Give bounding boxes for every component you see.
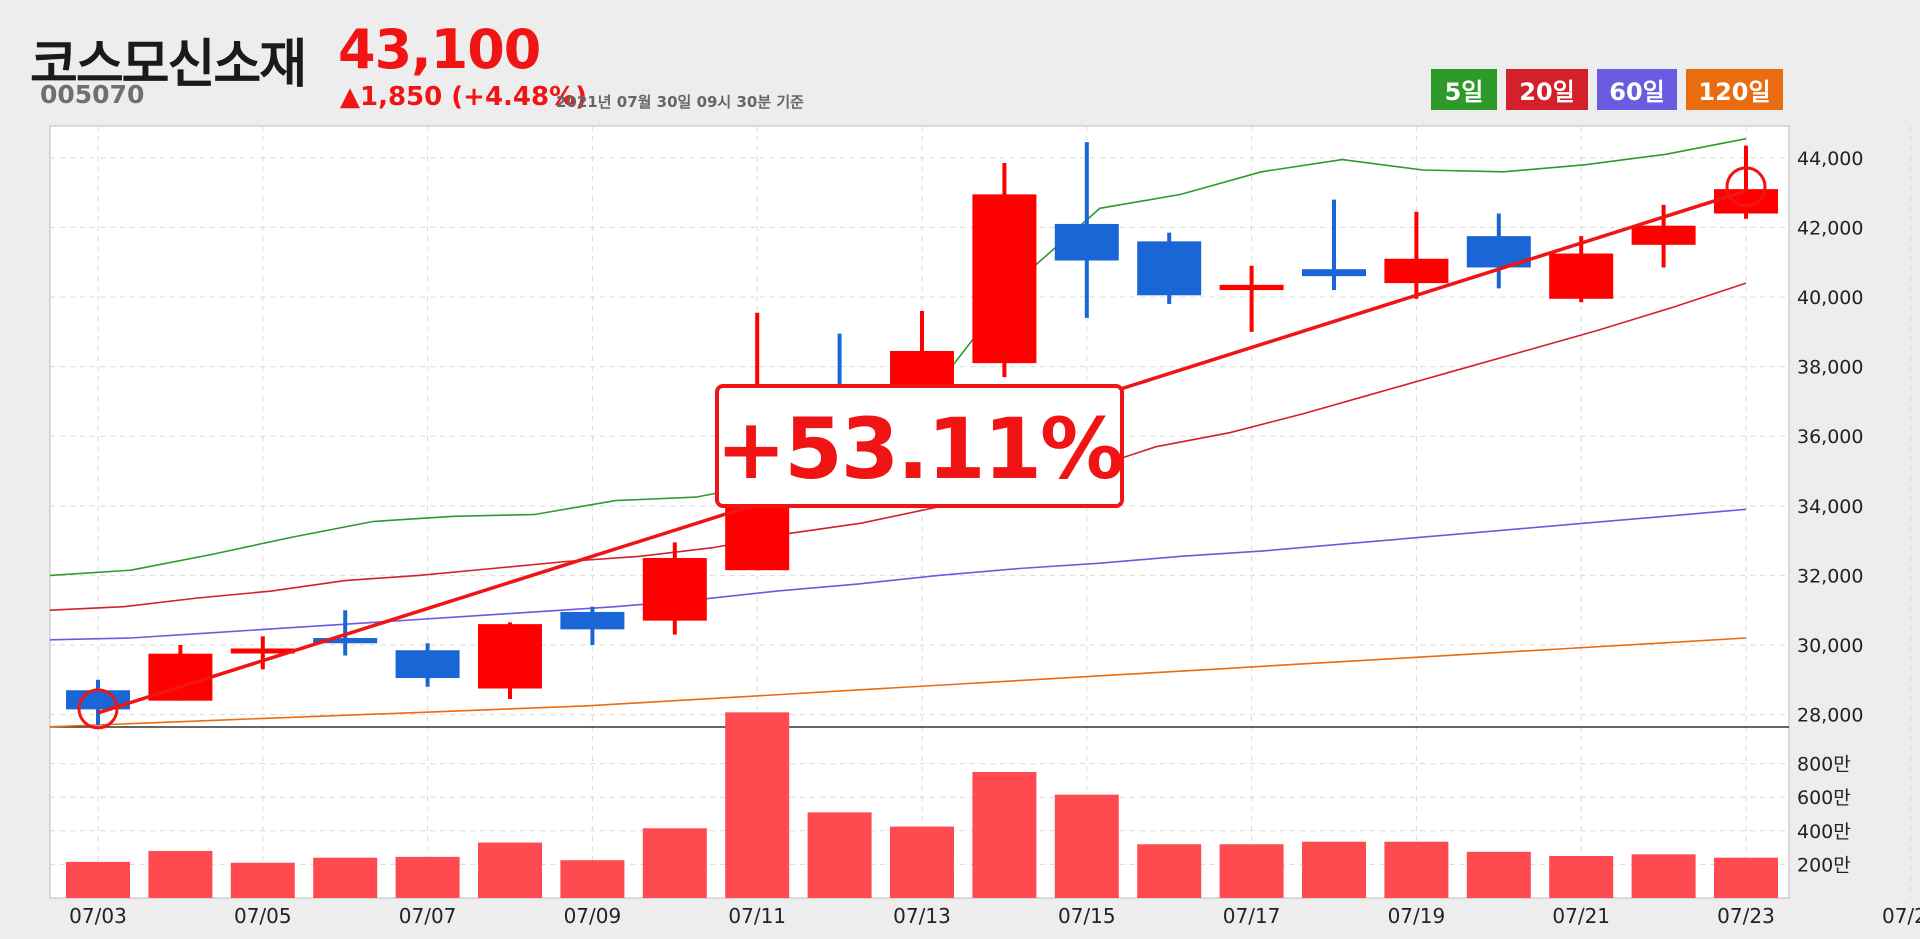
legend-ma20: 20일 [1506,69,1588,110]
price-tick-label: 40,000 [1797,287,1863,309]
volume-bar [1549,856,1614,898]
volume-bar [1302,841,1366,898]
x-tick-label: 07/07 [399,904,457,928]
candle [560,606,625,646]
x-tick-label: 07/25 [1882,904,1920,928]
candle-body [230,648,295,654]
volume-bar [66,861,130,898]
candle [66,679,130,726]
x-tick-label: 07/11 [728,904,786,928]
candle-body [972,194,1037,364]
candle-body [560,611,625,630]
gain-annotation-box [715,384,1124,508]
candle-body [395,650,460,679]
x-tick-label: 07/05 [234,904,292,928]
volume-bar [1714,857,1778,898]
timestamp: 2021년 07월 30일 09시 30분 기준 [556,93,804,111]
volume-bar [395,856,460,898]
start-marker [77,688,119,730]
price-tick-label: 28,000 [1797,705,1863,727]
x-tick-label: 07/03 [69,904,127,928]
candle [642,542,707,635]
candle-body [478,624,542,689]
candle [1384,211,1449,299]
candle [1219,265,1284,332]
candle-body [1549,253,1614,299]
ma-line-1 [49,282,1747,611]
candle-body [1384,258,1449,284]
candle [230,636,295,670]
volume-tick-label: 600만 [1797,787,1851,809]
price-tick-label: 32,000 [1797,565,1863,587]
x-tick-label: 07/15 [1058,904,1116,928]
x-tick-label: 07/21 [1552,904,1610,928]
current-price: 43,100 [338,18,541,81]
ma-line-2 [49,508,1747,641]
x-tick-label: 07/09 [564,904,622,928]
end-marker [1725,166,1767,208]
candle-body [1054,223,1119,261]
candle-body [1631,225,1696,245]
candle-body [1219,284,1284,291]
volume-bar [972,772,1037,898]
candle-body [1137,241,1202,296]
candle-body [66,690,130,710]
candle [1714,145,1778,219]
price-change: ▲1,850 (+4.48%) [340,82,588,112]
price-tick-label: 42,000 [1797,217,1863,239]
stock-name: 코스모신소재 [30,35,307,95]
ma-line-3 [49,637,1747,728]
candle [1137,232,1202,304]
x-tick-label: 07/13 [893,904,951,928]
volume-bar [560,860,625,898]
volume-bar [807,812,872,898]
candle-body [1714,189,1778,214]
volume-bar [1054,794,1119,898]
volume-bar [1466,851,1531,898]
candle-body [642,558,707,621]
volume-bar [1137,844,1202,898]
volume-bar [478,842,542,898]
candle [1549,236,1614,303]
volume-tick-label: 400만 [1797,821,1851,843]
legend-ma60: 60일 [1597,69,1677,110]
candle [478,622,542,699]
candle [395,643,460,687]
gain-annotation: +53.11% [715,384,1124,508]
candle-body [313,638,378,644]
volume-bar [642,828,707,898]
x-tick-label: 07/23 [1717,904,1775,928]
candle-body [1302,269,1366,277]
price-tick-label: 38,000 [1797,357,1863,379]
candle [1054,142,1119,318]
volume-bar [1219,844,1284,898]
price-tick-label: 36,000 [1797,426,1863,448]
legend-ma5: 5일 [1431,69,1497,110]
candle [972,163,1037,378]
x-tick-label: 07/17 [1223,904,1281,928]
volume-bar [890,826,954,898]
stock-code: 005070 [40,80,145,109]
price-tick-label: 44,000 [1797,148,1863,170]
volume-tick-label: 800만 [1797,754,1851,776]
price-tick-label: 30,000 [1797,635,1863,657]
volume-bar [725,712,790,898]
price-tick-label: 34,000 [1797,496,1863,518]
candle [1302,199,1366,291]
volume-bar [1631,854,1696,898]
volume-tick-label: 200만 [1797,854,1851,876]
volume-bar [148,850,213,898]
legend-ma120: 120일 [1686,69,1783,110]
volume-bar [313,857,378,898]
x-tick-label: 07/19 [1388,904,1446,928]
volume-bar [230,862,295,898]
volume-bar [1384,841,1449,898]
gain-annotation-label: +53.11% [716,400,1122,498]
